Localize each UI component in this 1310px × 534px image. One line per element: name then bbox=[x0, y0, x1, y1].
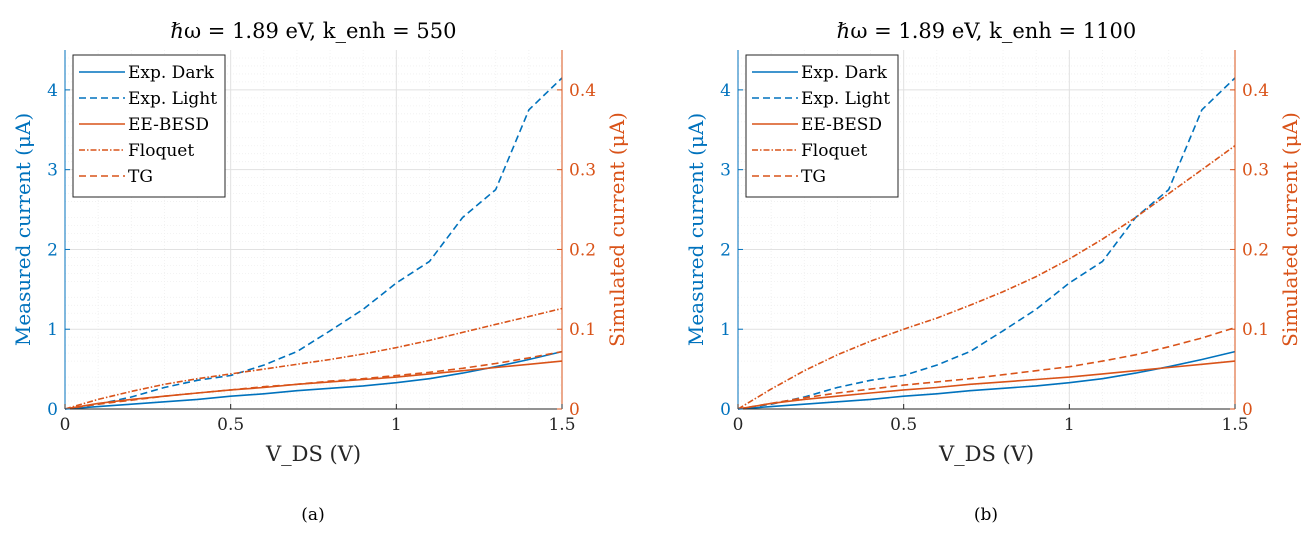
y-tick-label-left: 0 bbox=[47, 400, 58, 420]
series-line-exp-dark bbox=[64, 350, 563, 410]
chart-title: ℏω = 1.89 eV, k_enh = 550 bbox=[170, 19, 456, 43]
x-tick-label: 0 bbox=[60, 415, 71, 435]
y-tick-label-left: 3 bbox=[47, 161, 58, 181]
x-axis-label: V_DS (V) bbox=[265, 442, 361, 466]
chart-title: ℏω = 1.89 eV, k_enh = 1100 bbox=[837, 19, 1136, 43]
legend-box bbox=[745, 54, 899, 198]
y-tick-label-right: 0.2 bbox=[569, 240, 596, 260]
x-tick-label: 1 bbox=[1064, 415, 1075, 435]
y-tick-label-left: 1 bbox=[47, 320, 58, 340]
y-tick-label-right: 0.1 bbox=[1242, 320, 1269, 340]
y-tick-label-left: 4 bbox=[720, 81, 731, 101]
y-tick-label-right: 0.1 bbox=[569, 320, 596, 340]
y-tick-label-left: 2 bbox=[720, 240, 731, 260]
x-tick-label: 0.5 bbox=[890, 415, 917, 435]
panel-caption: (b) bbox=[974, 505, 998, 525]
y-tick-label-left: 2 bbox=[47, 240, 58, 260]
x-tick-label: 0.5 bbox=[217, 415, 244, 435]
legend-label: Floquet bbox=[801, 141, 867, 161]
y-tick-label-left: 0 bbox=[720, 400, 731, 420]
legend-label: TG bbox=[128, 167, 153, 187]
grid bbox=[65, 50, 562, 409]
x-tick-label: 0 bbox=[733, 415, 744, 435]
y-tick-label-right: 0.4 bbox=[1242, 81, 1269, 101]
grid bbox=[738, 50, 1235, 409]
legend-label: EE-BESD bbox=[128, 115, 209, 135]
y-tick-label-right: 0 bbox=[569, 400, 580, 420]
y-tick-label-left: 4 bbox=[47, 81, 58, 101]
series-line-tg bbox=[64, 350, 563, 410]
series-line-exp-light bbox=[737, 77, 1236, 410]
x-tick-label: 1.5 bbox=[548, 415, 575, 435]
y-tick-label-right: 0.3 bbox=[569, 161, 596, 181]
y-tick-label-left: 3 bbox=[720, 161, 731, 181]
legend-label: TG bbox=[801, 167, 826, 187]
series-line-floquet bbox=[737, 145, 1236, 410]
y-axis-label-right: Simulated current (μA) bbox=[1278, 112, 1302, 347]
x-tick-label: 1.5 bbox=[1221, 415, 1248, 435]
x-axis-label: V_DS (V) bbox=[938, 442, 1034, 466]
series-line-floquet bbox=[64, 307, 563, 410]
legend: Exp. Dark Exp. Light EE-BESD Floquet TG bbox=[72, 54, 226, 198]
y-tick-label-left: 1 bbox=[720, 320, 731, 340]
y-axis-label-left: Measured current (μA) bbox=[684, 113, 708, 346]
legend-label: EE-BESD bbox=[801, 115, 882, 135]
y-tick-label-right: 0.4 bbox=[569, 81, 596, 101]
series-line-ee-besd bbox=[64, 360, 563, 410]
y-axis-label-right: Simulated current (μA) bbox=[605, 112, 629, 347]
legend-box bbox=[72, 54, 226, 198]
legend-label: Exp. Dark bbox=[128, 63, 215, 83]
legend-label: Floquet bbox=[128, 141, 194, 161]
x-tick-label: 1 bbox=[391, 415, 402, 435]
y-tick-label-right: 0 bbox=[1242, 400, 1253, 420]
legend-label: Exp. Light bbox=[801, 89, 890, 109]
legend-label: Exp. Dark bbox=[801, 63, 888, 83]
y-axis-label-left: Measured current (μA) bbox=[11, 113, 35, 346]
legend-label: Exp. Light bbox=[128, 89, 217, 109]
series-line-ee-besd bbox=[737, 360, 1236, 410]
y-tick-label-right: 0.2 bbox=[1242, 240, 1269, 260]
series-line-tg bbox=[737, 326, 1236, 410]
legend: Exp. Dark Exp. Light EE-BESD Floquet TG bbox=[745, 54, 899, 198]
series-line-exp-light bbox=[64, 77, 563, 410]
panel-caption: (a) bbox=[301, 505, 324, 525]
series-line-exp-dark bbox=[737, 350, 1236, 410]
y-tick-label-right: 0.3 bbox=[1242, 161, 1269, 181]
